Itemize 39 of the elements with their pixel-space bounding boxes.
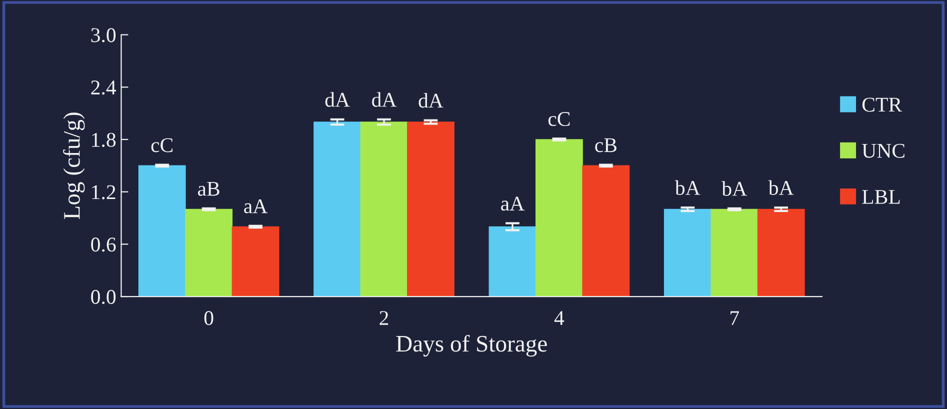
bar	[407, 122, 454, 297]
bar	[138, 165, 186, 297]
bar	[757, 208, 805, 297]
annotation: bA	[674, 180, 700, 195]
y-tick-label: 3.0	[91, 28, 116, 42]
bar	[488, 226, 536, 297]
bar	[582, 165, 630, 297]
y-axis-title: Log (cfu/g)	[63, 112, 85, 220]
annotation: dA	[418, 93, 444, 108]
x-axis-title: Days of Storage	[396, 334, 547, 357]
y-tick-label: 1.2	[92, 185, 116, 200]
annotation: cC	[548, 112, 570, 126]
annotation: cC	[151, 138, 173, 152]
bar	[664, 208, 712, 297]
y-tick-label: 2.4	[91, 80, 116, 95]
annotation: aB	[198, 182, 220, 196]
y-tick-label: 0.0	[91, 290, 116, 304]
annotation: dA	[372, 92, 397, 107]
legend-label: LBL	[862, 190, 900, 204]
annotation: dA	[325, 92, 350, 107]
bar	[232, 226, 280, 297]
bar	[185, 208, 233, 297]
x-tick-label: 7	[730, 311, 740, 325]
bar	[535, 139, 583, 297]
x-tick-label: 4	[554, 311, 564, 325]
annotation: aA	[501, 196, 524, 211]
y-tick-label: 1.8	[92, 132, 116, 147]
legend-label: CTR	[862, 98, 902, 112]
bar	[710, 208, 758, 297]
y-tick-label: 0.6	[91, 238, 116, 252]
annotation: cB	[595, 138, 616, 152]
x-tick-label: 2	[380, 311, 388, 325]
annotation: bA	[768, 180, 794, 195]
x-tick-label: 0	[204, 311, 214, 326]
bar	[314, 122, 361, 297]
annotation: bA	[722, 181, 747, 196]
annotation: aA	[244, 199, 268, 214]
legend-label: UNC	[862, 144, 904, 158]
bar	[360, 122, 408, 297]
